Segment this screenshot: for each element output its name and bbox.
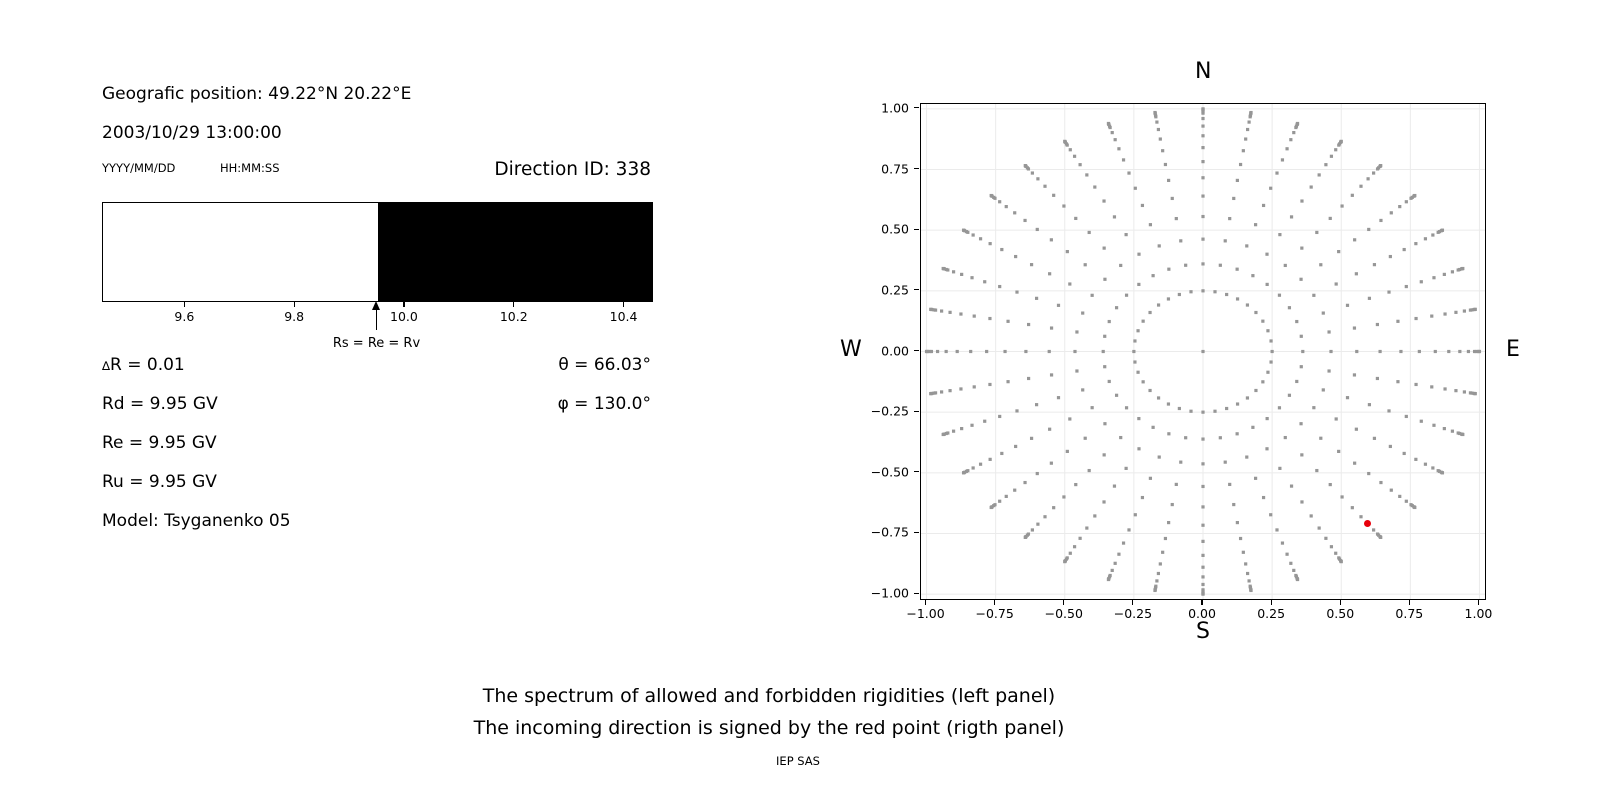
rd-text: Rd = 9.95 GV xyxy=(102,394,218,414)
direction-x-tick xyxy=(924,599,927,605)
direction-id-text: Direction ID: 338 xyxy=(494,159,651,180)
direction-y-tick xyxy=(914,167,919,170)
caption-line1: The spectrum of allowed and forbidden ri… xyxy=(482,685,1056,707)
direction-x-tick xyxy=(994,599,996,605)
delta-r-text: ∆R = 0.01 xyxy=(102,356,185,375)
direction-x-tick xyxy=(1408,599,1410,605)
direction-x-tick-label: 0.25 xyxy=(1257,606,1286,621)
direction-y-tick xyxy=(914,531,919,534)
direction-y-tick-label: 1.00 xyxy=(881,100,909,116)
direction-plot xyxy=(920,103,1486,600)
direction-y-tick xyxy=(914,471,919,473)
compass-east-label: E xyxy=(1506,337,1520,362)
forbidden-region xyxy=(377,203,652,301)
compass-north-label: N xyxy=(1195,59,1212,84)
asymptotic-directions-scatter xyxy=(921,104,1485,599)
direction-x-tick-label: 0.50 xyxy=(1326,606,1355,621)
spectrum-x-tick-label: 9.8 xyxy=(284,309,305,324)
credit-text: IEP SAS xyxy=(776,754,820,768)
spectrum-x-tick-label: 9.6 xyxy=(174,309,195,324)
spectrum-x-tick-label: 10.4 xyxy=(609,309,638,324)
spectrum-x-tick xyxy=(293,302,295,307)
re-text: Re = 9.95 GV xyxy=(102,433,217,453)
spectrum-x-tick xyxy=(513,302,515,307)
direction-x-tick xyxy=(1477,599,1480,605)
geo-position-text: Geografic position: 49.22°N 20.22°E xyxy=(102,84,412,104)
spectrum-x-tick-label: 10.2 xyxy=(499,309,528,324)
cutoff-arrow-head-icon xyxy=(372,301,380,310)
direction-y-tick xyxy=(914,592,919,594)
datetime-text: 2003/10/29 13:00:00 xyxy=(102,123,282,143)
direction-x-tick xyxy=(1063,599,1065,605)
caption-line2: The incoming direction is signed by the … xyxy=(473,717,1065,739)
direction-y-tick-label: 0.50 xyxy=(881,221,909,237)
direction-y-tick-label: 0.00 xyxy=(881,343,909,358)
direction-y-tick xyxy=(914,228,919,230)
spectrum-x-tick-label: 10.0 xyxy=(390,309,418,324)
spectrum-x-tick xyxy=(622,302,625,307)
compass-south-label: S xyxy=(1196,619,1210,644)
direction-x-tick-label: 1.00 xyxy=(1464,606,1493,621)
model-text: Model: Tsyganenko 05 xyxy=(102,511,291,531)
date-format-label: YYYY/MM/DD xyxy=(102,161,176,175)
direction-x-tick-label: 0.00 xyxy=(1188,606,1216,621)
cutoff-arrow-label: Rs = Re = Rv xyxy=(332,336,421,351)
direction-y-tick-label: −0.25 xyxy=(870,403,909,419)
direction-y-tick xyxy=(914,410,919,412)
delta-r-value: R = 0.01 xyxy=(110,355,185,375)
theta-text: θ = 66.03° xyxy=(558,355,651,375)
direction-y-tick xyxy=(914,107,919,109)
compass-west-label: W xyxy=(840,337,862,362)
direction-y-tick-label: −0.75 xyxy=(870,524,909,540)
direction-x-tick-label: −1.00 xyxy=(906,606,945,621)
direction-x-tick-label: −0.25 xyxy=(1113,606,1153,621)
direction-y-tick-label: −0.50 xyxy=(870,464,909,480)
phi-text: φ = 130.0° xyxy=(557,394,651,414)
direction-x-tick xyxy=(1270,599,1272,605)
direction-x-tick-label: 0.75 xyxy=(1395,606,1424,621)
cutoff-arrow-line xyxy=(375,308,378,330)
direction-x-tick xyxy=(1201,599,1203,605)
spectrum-x-tick xyxy=(183,302,186,307)
time-format-label: HH:MM:SS xyxy=(220,161,280,175)
direction-y-tick-label: 0.25 xyxy=(881,282,909,298)
rigidity-spectrum-plot xyxy=(102,202,653,302)
spectrum-x-tick xyxy=(403,302,405,307)
incoming-direction-red-point xyxy=(1364,520,1372,528)
direction-x-tick xyxy=(1339,599,1341,605)
direction-x-tick-label: −0.50 xyxy=(1044,606,1083,621)
direction-x-tick xyxy=(1132,599,1134,605)
direction-x-tick-label: −0.75 xyxy=(975,606,1014,621)
direction-y-tick xyxy=(914,289,919,291)
ru-text: Ru = 9.95 GV xyxy=(102,472,217,492)
direction-y-tick-label: −1.00 xyxy=(870,585,909,601)
direction-y-tick-label: 0.75 xyxy=(881,161,909,176)
delta-symbol: ∆ xyxy=(102,359,111,373)
direction-y-tick xyxy=(914,349,919,352)
